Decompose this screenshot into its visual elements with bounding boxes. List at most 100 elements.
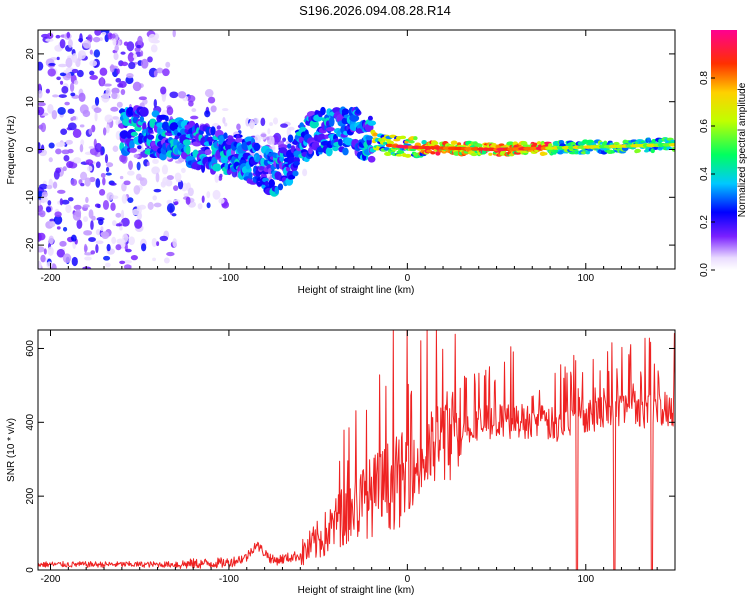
spectrogram-noise-blob — [171, 213, 177, 217]
spectrogram-ridge-blob — [491, 143, 497, 146]
spectrogram-noise-blob — [45, 88, 50, 94]
spectrogram-noise-blob — [43, 196, 48, 203]
spectrogram-noise-blob — [187, 187, 194, 197]
spectrogram-ridge-blob — [287, 143, 292, 149]
spectrogram-noise-blob — [126, 72, 134, 79]
spectrogram-noise-blob — [95, 228, 101, 236]
spectrogram-noise-blob — [106, 243, 111, 252]
spectrogram-noise-blob — [83, 243, 88, 254]
colorbar-tick-label: 0.2 — [699, 215, 710, 229]
spectrogram-noise-blob — [128, 160, 133, 171]
spectrogram-noise-blob — [125, 248, 132, 253]
spectrogram-noise-blob — [101, 31, 107, 36]
spectrogram-ridge-core — [668, 142, 675, 147]
spectrogram-noise-blob — [58, 94, 67, 98]
spectrogram-noise-blob — [89, 74, 98, 81]
spectrogram-noise-blob — [107, 32, 113, 40]
spectrogram-noise-blob — [56, 76, 61, 81]
spectrogram-noise-blob — [45, 38, 54, 42]
spectrogram-noise-blob — [70, 234, 77, 242]
spectrogram-noise-blob — [95, 244, 99, 254]
spectrogram-noise-blob — [169, 91, 179, 99]
spectrogram-ridge-blob — [367, 155, 376, 163]
spectrogram-noise-blob — [89, 70, 95, 76]
spectrogram-y-axis-label: Frequency (Hz) — [6, 116, 17, 185]
spectrogram-noise-blob — [133, 153, 140, 159]
spectrogram-noise-blob — [59, 198, 63, 206]
spectrogram-noise-blob — [93, 49, 101, 58]
snr-panel: -200 -100 0 100 0 200 400 600 Height of straigh… — [6, 329, 676, 596]
spectrogram-noise-blob — [38, 232, 42, 242]
spectrogram-ridge-core — [429, 145, 436, 150]
spectrogram-noise-blob — [177, 179, 184, 190]
spectrogram-ridge-blob — [274, 186, 279, 195]
spectrogram-noise-blob — [39, 183, 48, 190]
spectrogram-noise-blob — [156, 67, 164, 74]
spectrogram-noise-blob — [111, 236, 117, 245]
spectrogram-noise-blob — [260, 117, 266, 127]
spectrogram-noise-blob — [83, 230, 93, 236]
spectrogram-noise-blob — [127, 197, 134, 203]
spectrogram-noise-blob — [138, 96, 147, 101]
spectrogram-ridge-blob — [413, 136, 418, 141]
spectrogram-noise-blob — [135, 220, 141, 227]
spectrogram-noise-blob — [302, 168, 308, 177]
spectrogram-ridge-blob — [146, 134, 155, 140]
spectrogram-noise-blob — [151, 166, 160, 175]
spectrogram-noise-blob — [207, 96, 216, 104]
spectrogram-noise-blob — [120, 88, 126, 96]
spectrogram-noise-blob — [64, 101, 70, 106]
spectrogram-noise-blob — [114, 45, 119, 52]
spectrogram-noise-blob — [100, 76, 104, 87]
spectrogram-x-axis-label: Height of straight line (km) — [298, 285, 415, 296]
spectrogram-ridge-blob — [432, 141, 439, 146]
spectrogram-noise-blob — [38, 260, 42, 269]
spectrogram-noise-blob — [102, 127, 107, 136]
spectrogram-noise-blob — [174, 172, 182, 182]
spectrogram-noise-blob — [76, 219, 83, 229]
colorbar-tick-label: 0.0 — [699, 263, 710, 277]
spectrogram-ridge-core — [470, 147, 480, 151]
spectrogram-ridge-blob — [543, 152, 548, 156]
spectrogram-noise-blob — [206, 202, 211, 209]
spectrogram-noise-blob — [218, 198, 225, 204]
spectrogram-ridge-blob — [147, 128, 154, 134]
spectrogram-ridge-blob — [258, 165, 265, 171]
figure-title: S196.2026.094.08.28.R14 — [299, 3, 451, 18]
spectrogram-noise-blob — [140, 58, 149, 69]
spectrogram-noise-blob — [153, 99, 157, 108]
spectrogram-noise-blob — [136, 205, 141, 212]
spectrogram-noise-blob — [103, 83, 112, 87]
spectrogram-noise-blob — [288, 126, 295, 131]
spectrogram-noise-blob — [95, 178, 101, 188]
spectrogram-noise-blob — [123, 264, 132, 269]
spectrogram-noise-blob — [105, 166, 110, 173]
spectrogram-noise-blob — [38, 124, 44, 130]
spectrogram-noise-blob — [71, 256, 78, 267]
spectrogram-noise-blob — [181, 167, 186, 174]
spectrogram-noise-blob — [52, 181, 58, 189]
spectrogram-y-tick-label: -20 — [25, 237, 36, 252]
spectrogram-noise-blob — [138, 177, 145, 182]
spectrogram-noise-blob — [112, 145, 119, 152]
spectrogram-noise-blob — [177, 91, 187, 99]
spectrogram-ridge-blob — [174, 134, 180, 140]
spectrogram-noise-blob — [38, 200, 41, 206]
spectrogram-noise-blob — [127, 52, 135, 63]
spectrogram-ridge-blob — [287, 134, 294, 143]
spectrogram-noise-blob — [70, 178, 78, 186]
spectrogram-noise-blob — [128, 236, 135, 246]
spectrogram-ridge-blob — [355, 109, 361, 114]
spectrogram-noise-blob — [67, 197, 74, 202]
spectrogram-ridge-blob — [650, 148, 655, 154]
spectrogram-noise-blob — [153, 202, 162, 208]
spectrogram-noise-blob — [74, 128, 79, 138]
spectrogram-ridge-blob — [119, 130, 129, 139]
colorbar-label: Normalized spectral amplitude — [737, 82, 748, 217]
spectrogram-noise-blob — [59, 240, 67, 247]
spectrogram-noise-blob — [153, 70, 158, 78]
spectrogram-noise-blob — [94, 111, 98, 122]
spectrogram-ridge-core — [529, 146, 539, 151]
spectrogram-noise-blob — [123, 259, 132, 264]
spectrogram-noise-blob — [52, 94, 59, 98]
